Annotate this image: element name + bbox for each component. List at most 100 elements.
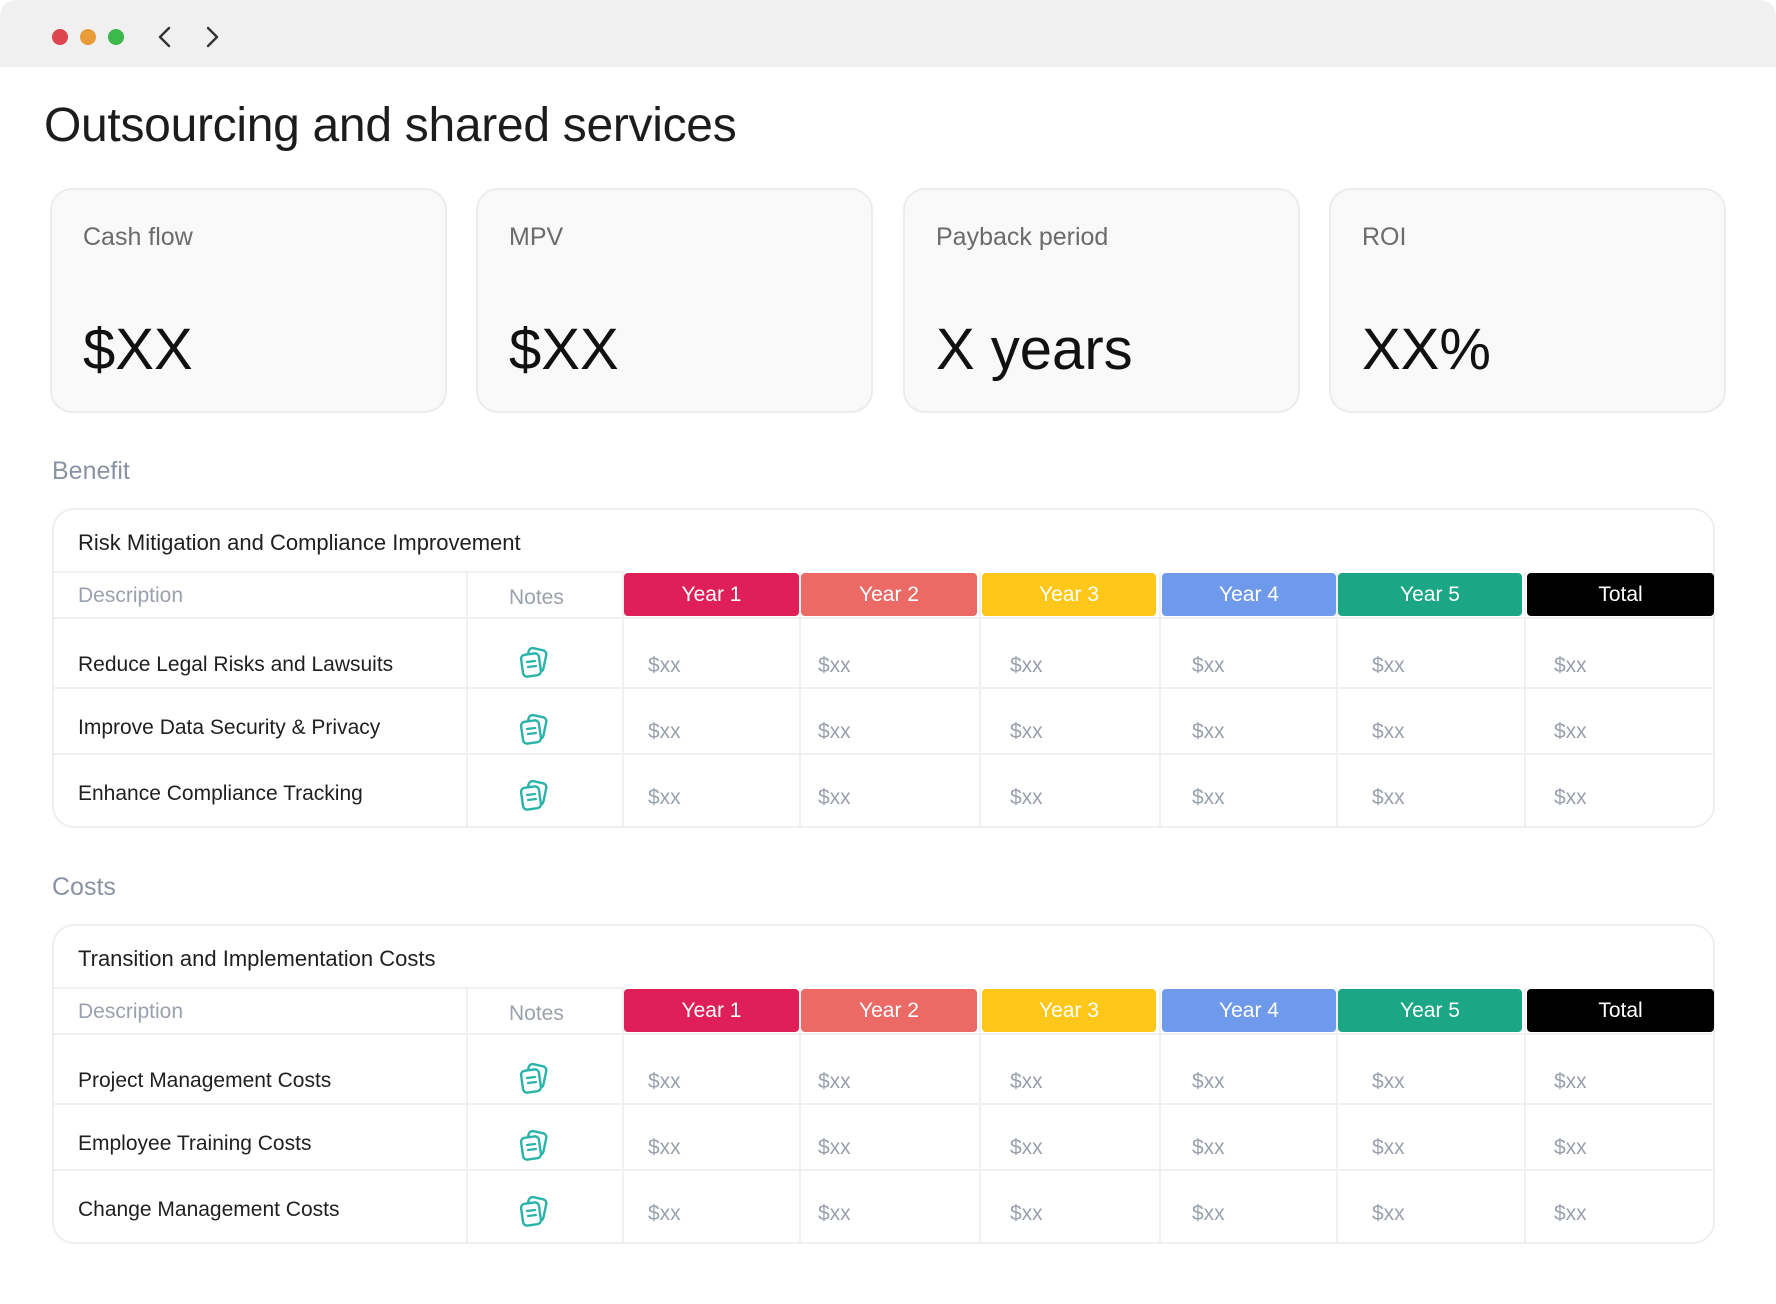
column-header-notes: Notes [509,1002,564,1025]
column-divider [466,988,468,1242]
column-header-year-3: Year 3 [982,989,1156,1032]
close-window-button[interactable] [52,29,68,45]
year-3-value-cell[interactable]: $xx [1010,1070,1043,1093]
year-4-value-cell[interactable]: $xx [1192,786,1225,809]
year-1-value-cell[interactable]: $xx [648,1202,681,1225]
row-notes-button[interactable] [516,1128,552,1164]
total-value-cell[interactable]: $xx [1554,720,1587,743]
minimize-window-button[interactable] [80,29,96,45]
row-notes-button[interactable] [516,1061,552,1097]
row-divider [54,1169,1713,1171]
total-value-cell[interactable]: $xx [1554,786,1587,809]
year-5-value-cell[interactable]: $xx [1372,1070,1405,1093]
column-divider [622,988,624,1242]
year-1-value-cell[interactable]: $xx [648,786,681,809]
year-2-value-cell[interactable]: $xx [818,786,851,809]
column-divider [1159,572,1161,826]
header-divider [54,987,624,989]
maximize-window-button[interactable] [108,29,124,45]
section-label-costs: Costs [52,873,116,901]
column-header-year-2: Year 2 [801,989,977,1032]
table-row: Reduce Legal Risks and Lawsuits $xx $xx $xx… [54,619,1713,689]
row-notes-button[interactable] [516,645,552,681]
row-description: Change Management Costs [78,1198,340,1221]
kpi-label: Payback period [936,223,1109,251]
column-divider [979,988,981,1242]
year-4-value-cell[interactable]: $xx [1192,1136,1225,1159]
column-divider [1159,988,1161,1242]
year-2-value-cell[interactable]: $xx [818,654,851,677]
notes-icon [519,1195,548,1227]
year-4-value-cell[interactable]: $xx [1192,720,1225,743]
total-value-cell[interactable]: $xx [1554,1070,1587,1093]
kpi-card-cash-flow: Cash flow $XX [50,188,447,413]
row-notes-button[interactable] [516,1194,552,1230]
column-header-total: Total [1527,573,1714,616]
year-1-value-cell[interactable]: $xx [648,654,681,677]
title-bar [0,0,1776,67]
year-1-value-cell[interactable]: $xx [648,1136,681,1159]
kpi-card-roi: ROI XX% [1329,188,1726,413]
total-value-cell[interactable]: $xx [1554,654,1587,677]
year-2-value-cell[interactable]: $xx [818,1202,851,1225]
column-header-description: Description [78,1000,184,1023]
kpi-card-payback-period: Payback period X years [903,188,1300,413]
column-header-year-1: Year 1 [624,989,799,1032]
year-2-value-cell[interactable]: $xx [818,1070,851,1093]
column-header-year-1: Year 1 [624,573,799,616]
total-value-cell[interactable]: $xx [1554,1202,1587,1225]
kpi-value: XX% [1362,317,1491,382]
notes-icon [519,646,548,678]
column-divider [466,572,468,826]
notes-icon [519,1129,548,1161]
year-3-value-cell[interactable]: $xx [1010,786,1043,809]
year-4-value-cell[interactable]: $xx [1192,1070,1225,1093]
kpi-row: Cash flow $XX MPV $XX Payback period X y… [50,188,1726,413]
column-divider [979,572,981,826]
column-divider [1336,572,1338,826]
year-5-value-cell[interactable]: $xx [1372,1202,1405,1225]
notes-icon [519,713,548,745]
table-row: Improve Data Security & Privacy $xx $xx $xx… [54,689,1713,755]
section-label-benefit: Benefit [52,457,130,485]
row-description: Reduce Legal Risks and Lawsuits [78,653,394,676]
year-1-value-cell[interactable]: $xx [648,1070,681,1093]
column-divider [1336,988,1338,1242]
row-notes-button[interactable] [516,778,552,814]
year-5-value-cell[interactable]: $xx [1372,786,1405,809]
column-header-year-4: Year 4 [1162,573,1336,616]
column-header-year-5: Year 5 [1338,989,1522,1032]
year-5-value-cell[interactable]: $xx [1372,1136,1405,1159]
forward-button[interactable] [197,22,227,52]
benefit-table: Risk Mitigation and Compliance Improveme… [52,508,1715,828]
chevron-left-icon [158,26,171,48]
year-5-value-cell[interactable]: $xx [1372,654,1405,677]
row-divider [54,753,1713,755]
year-2-value-cell[interactable]: $xx [818,1136,851,1159]
year-4-value-cell[interactable]: $xx [1192,1202,1225,1225]
table-row: Enhance Compliance Tracking $xx $xx $xx $xx $… [54,755,1713,821]
year-3-value-cell[interactable]: $xx [1010,1202,1043,1225]
table-title: Transition and Implementation Costs [78,946,436,971]
row-description: Employee Training Costs [78,1132,312,1155]
year-5-value-cell[interactable]: $xx [1372,720,1405,743]
kpi-value: $XX [509,317,619,382]
year-3-value-cell[interactable]: $xx [1010,1136,1043,1159]
year-3-value-cell[interactable]: $xx [1010,654,1043,677]
year-3-value-cell[interactable]: $xx [1010,720,1043,743]
table-row: Employee Training Costs $xx $xx $xx $xx $xx $x… [54,1105,1713,1171]
back-button[interactable] [150,22,180,52]
row-notes-button[interactable] [516,712,552,748]
year-2-value-cell[interactable]: $xx [818,720,851,743]
year-1-value-cell[interactable]: $xx [648,720,681,743]
notes-icon [519,779,548,811]
chevron-right-icon [206,26,219,48]
column-divider [1524,988,1526,1242]
total-value-cell[interactable]: $xx [1554,1136,1587,1159]
year-4-value-cell[interactable]: $xx [1192,654,1225,677]
header-divider [54,571,624,573]
kpi-value: X years [936,317,1133,382]
row-divider [54,617,1713,619]
column-header-year-2: Year 2 [801,573,977,616]
